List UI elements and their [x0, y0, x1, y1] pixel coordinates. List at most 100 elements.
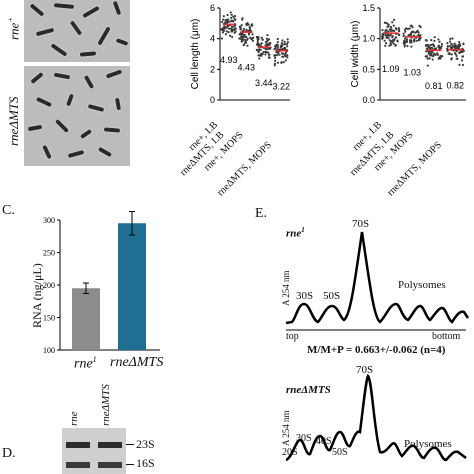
b1-dot	[283, 40, 286, 43]
e-bottom-peak-50s: 50S	[332, 447, 348, 458]
b1-dot	[221, 28, 224, 32]
b1-dot	[230, 25, 234, 28]
b1-dot	[242, 27, 246, 31]
b2-dot	[404, 41, 407, 44]
b1-value-label: 3.44	[255, 78, 273, 88]
b2-dot	[450, 58, 453, 61]
e-top-peak-50s: 50S	[323, 290, 341, 302]
b2-dot	[384, 44, 387, 47]
b1-dot	[275, 51, 278, 54]
micrograph-rne-plus	[24, 0, 130, 62]
c-ytick-label: 150	[43, 314, 55, 323]
b1-dot	[230, 29, 233, 32]
c-ytick-label: 100	[43, 346, 55, 355]
b1-dot	[245, 38, 248, 42]
b2-dot	[425, 55, 429, 58]
b1-dot	[281, 39, 284, 42]
b1-dot	[245, 28, 248, 31]
b1-dot	[230, 19, 233, 22]
b2-dot	[455, 54, 458, 58]
c-ytick-label: 200	[43, 281, 55, 290]
panel-c-label: C.	[2, 203, 15, 218]
b2-dot	[385, 36, 388, 40]
b1-dot	[274, 56, 277, 60]
b1-dot	[280, 61, 283, 64]
b1-dot	[246, 37, 249, 40]
b2-dot	[417, 33, 420, 37]
b2-dot	[451, 37, 454, 40]
b2-dot	[458, 43, 461, 46]
b2-dot	[389, 30, 392, 33]
e-bottom-ylabel: A 254 nm	[281, 410, 291, 446]
b2-dot	[409, 24, 412, 27]
b1-dot	[258, 54, 261, 57]
b1-dot	[277, 48, 280, 51]
b1-dot	[273, 64, 276, 67]
b2-dot	[392, 42, 395, 45]
b1-dot	[284, 51, 287, 54]
b1-dot	[277, 51, 280, 55]
b2-dot	[389, 25, 392, 29]
b2-dot	[388, 44, 391, 47]
b1-dot	[260, 42, 263, 45]
b2-dot	[449, 45, 452, 48]
b2-dot	[426, 64, 429, 67]
b1-dot	[282, 52, 285, 55]
b1-dot	[222, 15, 225, 18]
b1-ylabel: Cell length (μm)	[190, 19, 201, 90]
b2-dot	[406, 44, 409, 48]
b2-dot	[402, 34, 405, 38]
b1-dot	[247, 33, 251, 36]
b2-value-label: 1.09	[382, 64, 400, 74]
b1-dot	[242, 38, 245, 41]
b1-dot	[265, 51, 268, 54]
b2-ytick-label: 0.5	[362, 64, 375, 74]
b1-value-label: 4.43	[237, 63, 255, 73]
b1-dot	[266, 44, 269, 47]
b1-dot	[233, 28, 236, 31]
b1-dot	[268, 41, 271, 45]
b2-dot	[446, 42, 449, 45]
b1-dot	[229, 34, 232, 37]
b1-dot	[223, 25, 226, 28]
b1-dot	[264, 44, 267, 47]
b2-dot	[396, 40, 399, 43]
b2-dot	[437, 56, 441, 60]
b2-dot	[437, 38, 440, 41]
b2-dot	[461, 55, 465, 58]
b1-dot	[283, 42, 286, 46]
b2-dot	[385, 28, 388, 31]
b2-dot	[414, 31, 417, 34]
b1-dot	[273, 47, 276, 51]
b2-dot	[402, 42, 405, 45]
band-16s: 16S	[136, 456, 155, 470]
b2-dot	[395, 36, 398, 39]
b2-dot	[457, 51, 461, 55]
b1-dot	[265, 37, 268, 40]
b1-dot	[230, 13, 233, 16]
b2-dot	[415, 39, 419, 42]
b2-dot	[436, 53, 440, 56]
rna-bar-chart: 100 150 200 250 300	[43, 211, 160, 355]
b1-dot	[240, 24, 243, 27]
b1-dot	[241, 18, 244, 21]
c-xlabel-rne-delta-mts: rneΔMTS	[110, 355, 164, 370]
b1-dot	[280, 44, 283, 47]
e-bottom-peak-40s: 40S	[316, 436, 332, 447]
b2-dot	[398, 34, 401, 37]
gel-marker-23s	[126, 444, 134, 445]
b1-dot	[256, 41, 259, 44]
b2-ytick-label: 0.0	[362, 95, 375, 105]
e-top-peak-polysomes: Polysomes	[398, 279, 446, 291]
b2-dot	[425, 44, 428, 47]
b1-dot	[258, 44, 261, 47]
panel-d-label: D.	[2, 446, 16, 461]
e-bottom-peak-polysomes: Polysomes	[404, 438, 452, 450]
b1-dot	[255, 43, 259, 46]
b2-dot	[413, 38, 416, 41]
b1-dot	[239, 27, 242, 30]
b1-dot	[255, 35, 258, 39]
e-top-ylabel: A 254 nm	[281, 270, 291, 306]
b2-dot	[458, 40, 461, 44]
